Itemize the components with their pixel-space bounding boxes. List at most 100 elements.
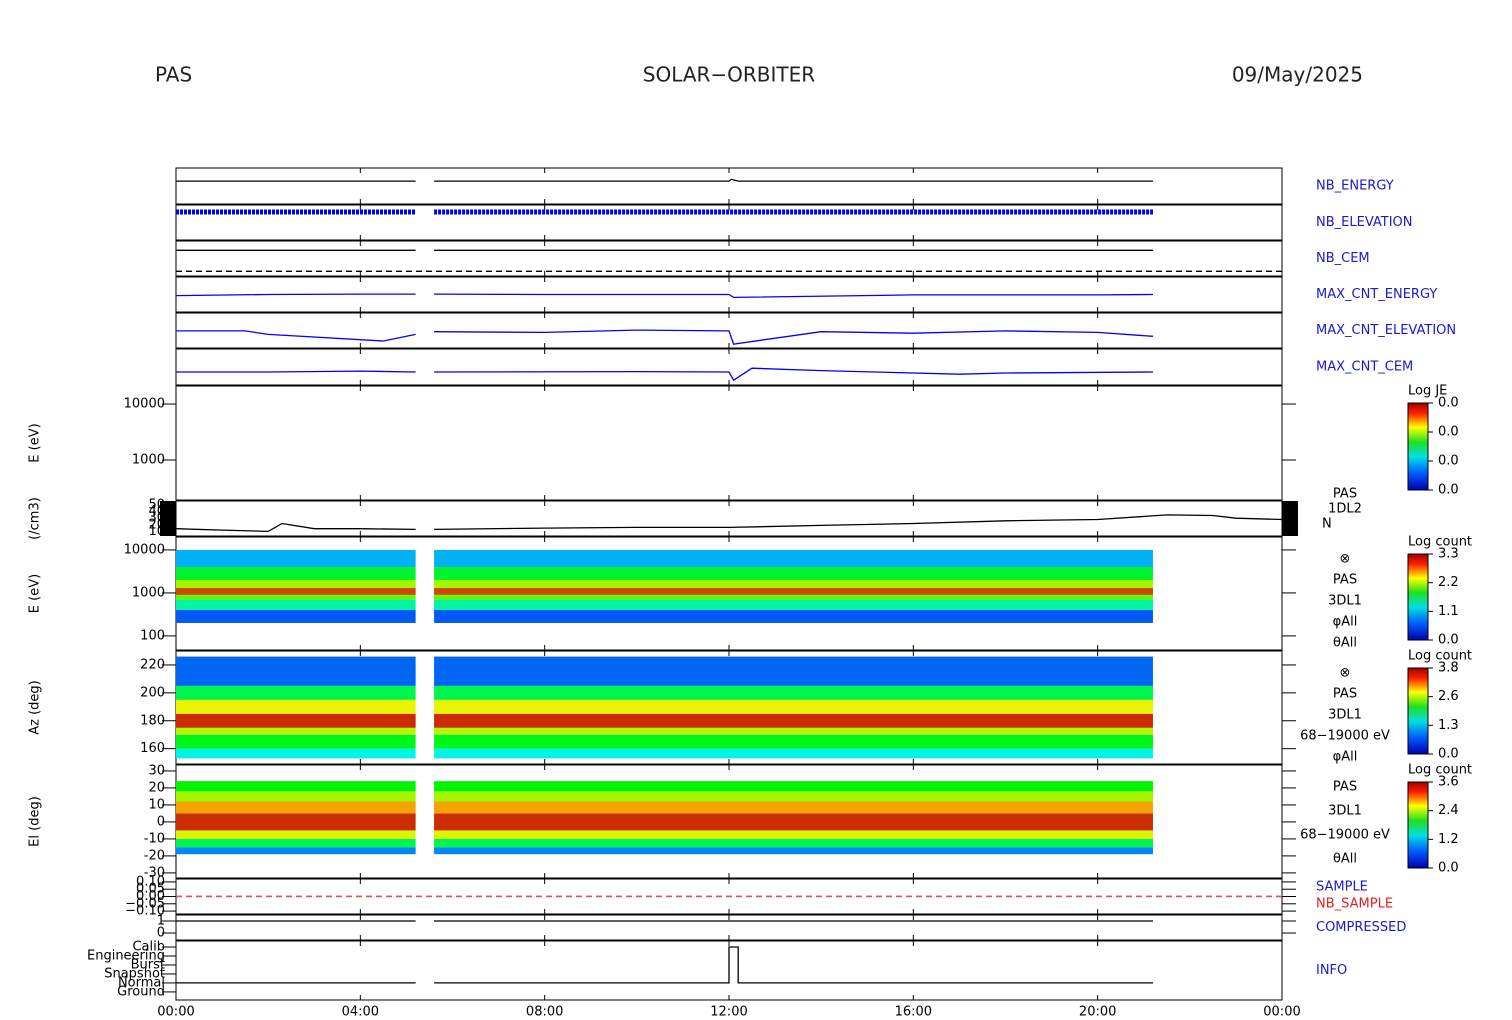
series-line <box>176 178 1153 182</box>
spectrogram-cell <box>434 713 1153 728</box>
panel-label: NB_ENERGY <box>1316 179 1394 194</box>
panel-label: MAX_CNT_ELEVATION <box>1316 323 1456 338</box>
side-label: 68−19000 eV <box>1300 729 1390 744</box>
y-axis-label: (/cm3) <box>28 497 43 540</box>
y-tick-label: 1 <box>157 914 165 929</box>
y-tick-label: -10 <box>144 831 165 846</box>
y-tick-label: 20 <box>148 780 165 795</box>
x-tick-label: 16:00 <box>895 1005 932 1020</box>
panel-label: MAX_CNT_ENERGY <box>1316 287 1437 302</box>
colorbar-tick-label: 2.4 <box>1438 803 1459 818</box>
colorbar-tick-label: 0.0 <box>1438 454 1459 469</box>
y-tick-label: 1000 <box>132 585 165 600</box>
panel-label: MAX_CNT_CEM <box>1316 360 1413 375</box>
series-line <box>175 293 1154 299</box>
spectrogram-cell <box>176 748 416 759</box>
x-tick-label: 20:00 <box>1079 1005 1116 1020</box>
spectrogram-cell <box>176 781 416 792</box>
colorbar <box>1407 553 1429 641</box>
y-tick-label: 220 <box>140 657 165 672</box>
colorbar-tick-label: 3.3 <box>1438 547 1459 562</box>
colorbar-tick-label: 0.0 <box>1438 396 1459 411</box>
y-tick-label: 10000 <box>124 397 165 412</box>
spectrogram-cell <box>434 801 1153 814</box>
panel-frame <box>175 385 1283 501</box>
colorbar-title: Log JE <box>1408 384 1447 399</box>
spectrogram-cell <box>434 748 1153 759</box>
y-tick-label: −0.10 <box>125 904 165 919</box>
panel-label: SAMPLE <box>1316 880 1368 895</box>
side-label: ⊗ <box>1340 666 1351 681</box>
y-tick-label: 100 <box>140 628 165 643</box>
spectrogram-cell <box>176 699 416 714</box>
colorbar-tick-label: 0.0 <box>1438 747 1459 762</box>
y-tick-label: −0.05 <box>125 896 165 911</box>
series-line <box>176 367 1154 382</box>
side-label: φAll <box>1333 615 1358 630</box>
colorbar-tick-label: 0.0 <box>1438 633 1459 648</box>
y-axis-label: E (eV) <box>28 574 43 613</box>
spectrogram-cell <box>434 610 1153 623</box>
spectrogram-cell <box>176 588 416 595</box>
spectrogram-cell <box>434 838 1153 848</box>
y-tick-label: 0.10 <box>136 874 165 889</box>
panel-label: NB_SAMPLE <box>1316 897 1393 912</box>
colorbar-tick-label: 3.6 <box>1438 775 1459 790</box>
y-tick-label: 180 <box>140 713 165 728</box>
side-label: 3DL1 <box>1328 804 1362 819</box>
colorbar <box>1407 402 1429 491</box>
y-tick-label: Engineering <box>87 948 165 963</box>
y-tick-label: 10000 <box>124 542 165 557</box>
side-label: PAS <box>1333 780 1357 795</box>
y-tick-label: Snapshot <box>104 966 165 981</box>
y-tick-label: 0.05 <box>136 882 165 897</box>
side-label: φAll <box>1333 750 1358 765</box>
side-label: 3DL1 <box>1328 708 1362 723</box>
y-tick-label: 10 <box>148 524 165 539</box>
colorbar-tick-label: 2.2 <box>1438 575 1459 590</box>
colorbar-tick-label: 0.0 <box>1438 861 1459 876</box>
y-tick-label: 0 <box>157 926 165 941</box>
spectrogram-cell <box>434 588 1153 595</box>
spectrogram-cell <box>176 594 416 600</box>
series-line <box>175 514 1283 533</box>
colorbar-tick-label: 1.3 <box>1438 718 1459 733</box>
side-label: N <box>1322 517 1332 532</box>
side-label: PAS <box>1333 487 1357 502</box>
spectrogram-cell <box>176 567 416 580</box>
panel-label: COMPRESSED <box>1316 920 1406 935</box>
colorbar <box>1407 781 1429 869</box>
colorbar-title: Log count <box>1408 649 1472 664</box>
spectrogram-cell <box>176 713 416 728</box>
y-tick-label: 30 <box>148 763 165 778</box>
panel-frame <box>175 167 1283 205</box>
spectrogram-cell <box>176 656 416 686</box>
spectrogram-cell <box>434 813 1153 831</box>
x-tick-label: 04:00 <box>342 1005 379 1020</box>
date: 09/May/2025 <box>1232 63 1363 87</box>
colorbar-title: Log count <box>1408 535 1472 550</box>
colorbar-title: Log count <box>1408 763 1472 778</box>
x-tick-label: 08:00 <box>526 1005 563 1020</box>
spectrogram-cell <box>176 838 416 848</box>
spectrogram-cell <box>434 699 1153 714</box>
y-axis-label: El (deg) <box>28 796 43 847</box>
y-tick-label: 1000 <box>132 453 165 468</box>
spectrogram-cell <box>434 734 1153 749</box>
x-tick-label: 00:00 <box>1263 1005 1300 1020</box>
spectrogram-cell <box>434 830 1153 839</box>
series-line <box>176 946 1153 984</box>
colorbar-tick-label: 0.0 <box>1438 483 1459 498</box>
spectrogram-cell <box>176 847 416 855</box>
y-tick-label: 0.00 <box>136 889 165 904</box>
y-tick-label: 10 <box>148 797 165 812</box>
y-tick-label: 40 <box>148 504 165 519</box>
side-label: θAll <box>1333 852 1357 867</box>
y-tick-label: 0 <box>157 814 165 829</box>
spectrogram-cell <box>434 594 1153 600</box>
x-tick-label: 00:00 <box>157 1005 194 1020</box>
colorbar-tick-label: 2.6 <box>1438 689 1459 704</box>
spectrogram-cell <box>176 801 416 814</box>
y-tick-label: -30 <box>144 865 165 880</box>
y-tick-label: Burst <box>131 957 165 972</box>
